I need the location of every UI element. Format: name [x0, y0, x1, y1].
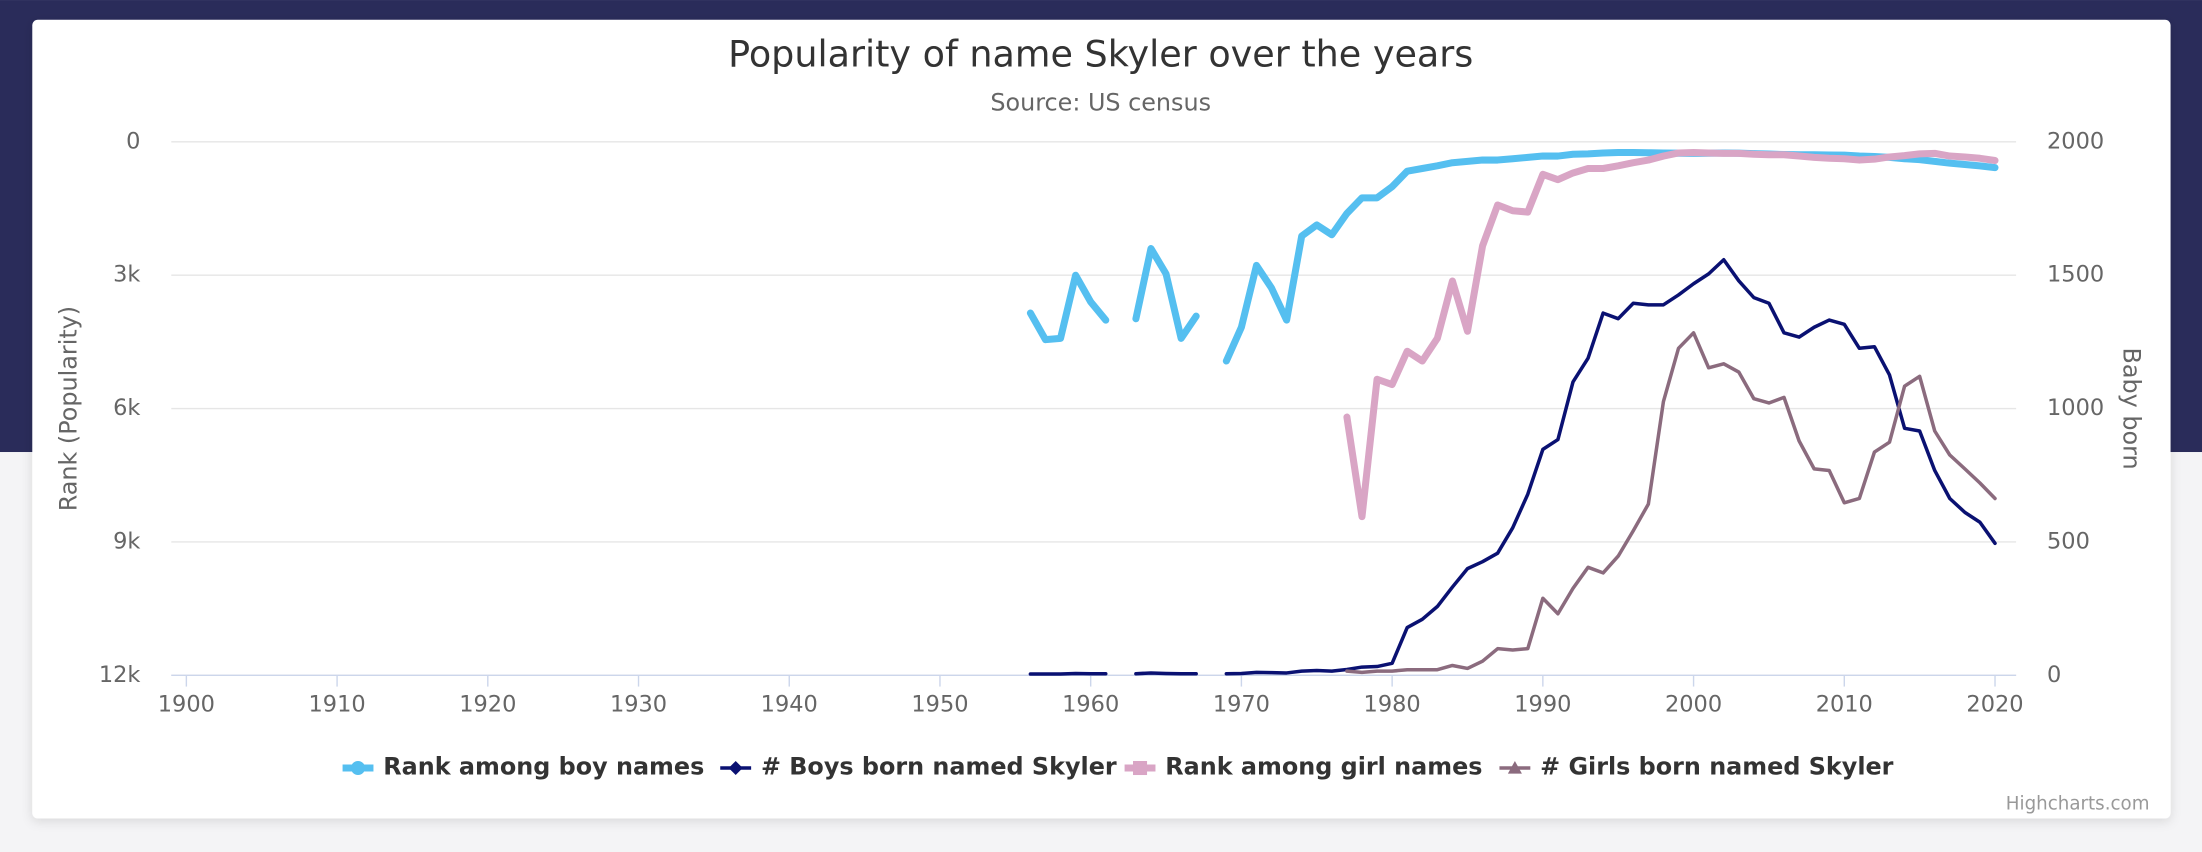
legend-marker	[728, 760, 743, 776]
x-tick-label: 1940	[761, 691, 818, 717]
x-tick-label: 1950	[911, 691, 968, 717]
series-line	[1343, 148, 1999, 521]
y2-tick-label: 1500	[2047, 262, 2104, 288]
legend-marker	[350, 760, 366, 776]
legend-label[interactable]: Rank among girl names	[1165, 753, 1482, 781]
x-tick-label: 1980	[1364, 691, 1421, 717]
x-tick-label: 2020	[1966, 691, 2023, 717]
y-tick-label: 3k	[113, 262, 140, 288]
y-tick-label: 6k	[113, 395, 140, 421]
x-tick-label: 1990	[1514, 691, 1571, 717]
chart-title: Popularity of name Skyler over the years	[728, 33, 1473, 76]
x-tick-label: 1960	[1062, 691, 1119, 717]
y-tick-label: 9k	[113, 528, 140, 554]
y2-tick-label: 1000	[2047, 395, 2104, 421]
chart-subtitle: Source: US census	[990, 88, 1211, 116]
credits[interactable]: Highcharts.com	[2006, 794, 2150, 815]
x-tick-label: 2010	[1816, 691, 1873, 717]
y-tick-label: 12k	[99, 662, 141, 688]
x-tick-label: 1970	[1213, 691, 1270, 717]
x-tick-label: 1910	[309, 691, 366, 717]
legend-label[interactable]: # Girls born named Skyler	[1540, 753, 1894, 781]
x-tick-label: 1900	[158, 691, 215, 717]
series-line	[1345, 331, 1997, 675]
y-tick-label: 0	[126, 128, 140, 154]
y-axis-title: Rank (Popularity)	[55, 306, 83, 511]
y2-tick-label: 2000	[2047, 128, 2104, 154]
chart-card	[32, 19, 2171, 819]
y2-tick-label: 0	[2047, 662, 2061, 688]
series-line	[1028, 257, 1997, 676]
x-tick-label: 1930	[610, 691, 667, 717]
legend-marker	[1507, 760, 1522, 774]
legend-label[interactable]: Rank among boy names	[383, 753, 704, 781]
legend-label[interactable]: # Boys born named Skyler	[761, 753, 1117, 781]
x-tick-label: 2000	[1665, 691, 1722, 717]
y2-axis-title: Baby born	[2117, 348, 2145, 470]
legend-marker	[1133, 760, 1148, 776]
y2-tick-label: 500	[2047, 528, 2090, 554]
x-tick-label: 1920	[459, 691, 516, 717]
